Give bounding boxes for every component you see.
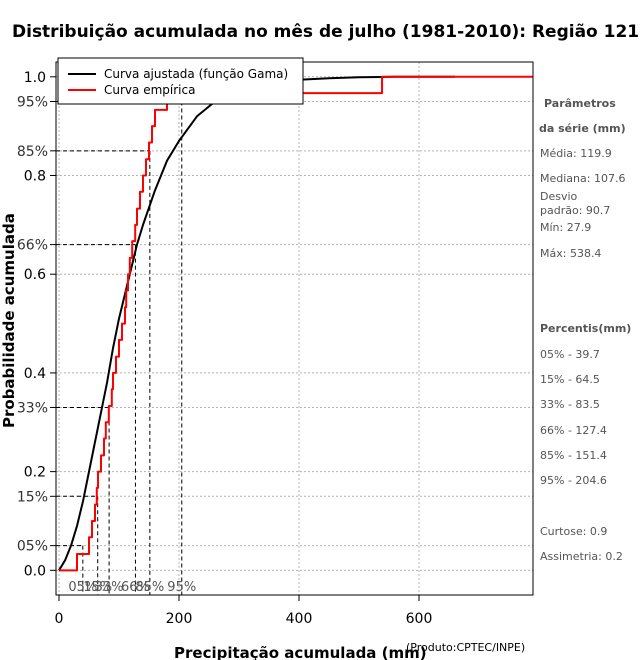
- plot-frame: [55, 61, 534, 596]
- x-tick-label: 200: [166, 611, 193, 627]
- axis-ticks: 0 200 400 6000.00.20.40.60.81.005%15%33%66%…: [17, 70, 432, 627]
- y-tick-label: 0.8: [24, 169, 46, 185]
- y-percentile-label: 15%: [17, 489, 48, 505]
- y-tick-label: 0.4: [24, 366, 46, 382]
- percentil-33: 33% - 83.5: [540, 398, 600, 411]
- grid-lines: [56, 62, 533, 595]
- series-lines: [58, 75, 533, 572]
- percentile-x-label: 05%: [68, 580, 97, 595]
- series-empirical: [59, 75, 533, 572]
- percentile-x-label: 66%: [121, 580, 150, 595]
- stat-curtose: Curtose: 0.9: [540, 525, 607, 538]
- percentile-x-label: 95%: [167, 580, 196, 595]
- y-percentile-label: 95%: [17, 94, 48, 110]
- legend: Curva ajustada (função Gama) Curva empír…: [57, 57, 304, 105]
- legend-label-fitted: Curva ajustada (função Gama): [104, 67, 288, 81]
- legend-box: [57, 57, 304, 105]
- y-percentile-label: 85%: [17, 144, 48, 160]
- param-media: Média: 119.9: [540, 147, 612, 160]
- percentile-x-label: 33%: [95, 580, 124, 595]
- y-axis-label: Probabilidade acumulada: [0, 213, 18, 428]
- param-max: Máx: 538.4: [540, 247, 601, 260]
- x-tick-label: 0: [55, 611, 64, 627]
- percentil-15: 15% - 64.5: [540, 373, 600, 386]
- param-mediana: Mediana: 107.6: [540, 172, 625, 185]
- series-fitted-gamma: [58, 75, 455, 571]
- percentis-heading: Percentis(mm): [540, 322, 631, 335]
- param-min: Mín: 27.9: [540, 221, 591, 234]
- legend-label-empirical: Curva empírica: [104, 83, 195, 97]
- percentil-05: 05% - 39.7: [540, 348, 600, 361]
- params-heading-2: da série (mm): [539, 122, 626, 135]
- y-tick-label: 1.0: [24, 70, 46, 86]
- credit-label: (Produto:CPTEC/INPE): [406, 641, 525, 654]
- stat-assimetria: Assimetria: 0.2: [540, 550, 623, 563]
- percentil-95: 95% - 204.6: [540, 474, 607, 487]
- percentile-x-label: 85%: [135, 580, 164, 595]
- percentil-66: 66% - 127.4: [540, 424, 607, 437]
- param-desvio-2: padrão: 90.7: [540, 204, 610, 217]
- percentil-85: 85% - 151.4: [540, 449, 607, 462]
- x-tick-label: 400: [286, 611, 313, 627]
- percentile-guides: [56, 100, 183, 595]
- params-heading-1: Parâmetros: [544, 97, 616, 110]
- y-percentile-label: 66%: [17, 238, 48, 254]
- side-panel: Parâmetros da série (mm) Média: 119.9 Me…: [539, 97, 631, 563]
- x-tick-label: 600: [406, 611, 433, 627]
- param-desvio-1: Desvio: [540, 190, 578, 203]
- percentile-x-label: 15%: [83, 580, 112, 595]
- percentile-bottom-labels: 05%15%33%66%85% 95%: [68, 580, 196, 595]
- chart-title: Distribuição acumulada no mês de julho (…: [12, 22, 639, 42]
- y-tick-label: 0.2: [24, 465, 46, 481]
- y-tick-label: 0.0: [24, 563, 46, 579]
- x-axis-label: Precipitação acumulada (mm): [174, 644, 427, 660]
- y-percentile-label: 33%: [17, 400, 48, 416]
- y-tick-label: 0.6: [24, 267, 46, 283]
- y-percentile-label: 05%: [17, 539, 48, 555]
